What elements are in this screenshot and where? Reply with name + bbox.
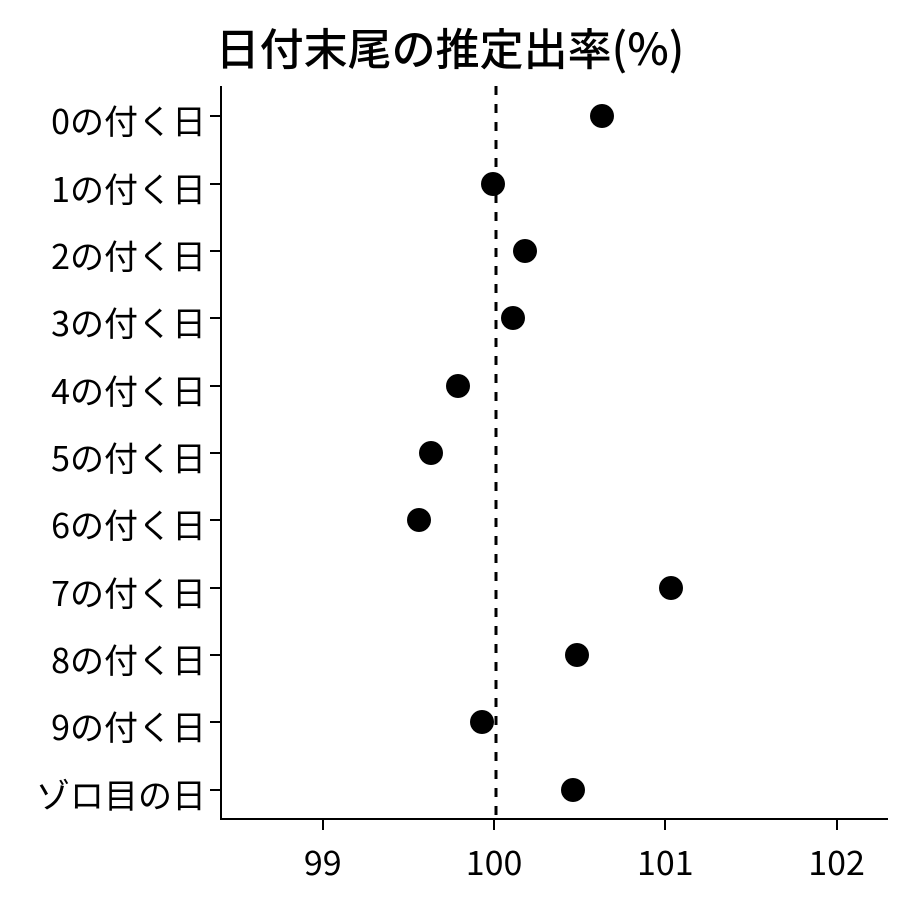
y-tick-mark [210,452,220,454]
y-tick-mark [210,519,220,521]
chart-root: 日付末尾の推定出率(%) 0の付く日 1の付く日 2の付く日 3の付く日 4の付く日 5の… [0,0,900,900]
y-tick-label: 7の付く日 [51,567,206,616]
data-point [501,306,525,330]
data-point [590,104,614,128]
x-tick-label: 99 [304,836,342,885]
x-tick-mark [322,820,324,830]
y-tick-mark [210,317,220,319]
y-tick-label: 9の付く日 [51,701,206,750]
data-point [659,576,683,600]
y-tick-label: 2の付く日 [51,230,206,279]
y-tick-mark [210,250,220,252]
x-tick-mark [664,820,666,830]
y-tick-mark [210,654,220,656]
y-tick-mark [210,789,220,791]
x-tick-mark [836,820,838,830]
y-tick-label: 4の付く日 [51,365,206,414]
y-tick-label: 8の付く日 [51,634,206,683]
data-point [565,643,589,667]
chart-title: 日付末尾の推定出率(%) [0,14,900,78]
data-point [513,239,537,263]
y-tick-mark [210,115,220,117]
y-tick-mark [210,183,220,185]
x-tick-mark [493,820,495,830]
y-tick-label: 1の付く日 [51,163,206,212]
data-point [407,508,431,532]
data-point [446,374,470,398]
y-tick-label: 3の付く日 [51,297,206,346]
x-tick-label: 101 [637,836,694,885]
y-tick-mark [210,721,220,723]
y-tick-label: 6の付く日 [51,499,206,548]
data-point [470,710,494,734]
data-point [481,172,505,196]
data-point [561,778,585,802]
x-tick-label: 100 [466,836,523,885]
x-tick-label: 102 [808,836,865,885]
y-tick-label: 0の付く日 [51,95,206,144]
y-tick-label: ゾロ目の日 [36,769,206,818]
plot-area [220,86,888,820]
y-tick-mark [210,385,220,387]
data-point [419,441,443,465]
reference-line [495,86,498,818]
y-tick-label: 5の付く日 [51,432,206,481]
y-tick-mark [210,587,220,589]
